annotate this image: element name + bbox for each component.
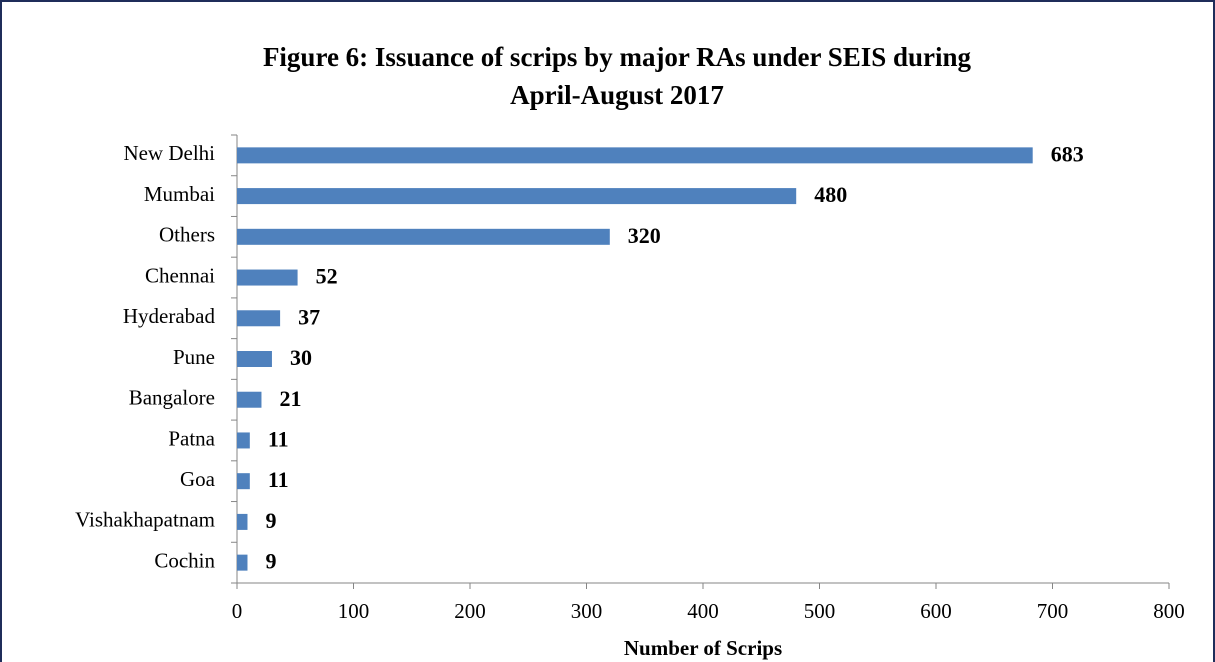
y-tick-label: Bangalore [129, 386, 215, 410]
bar [237, 391, 262, 408]
x-tick-label: 700 [1037, 599, 1069, 623]
value-label: 11 [268, 427, 289, 452]
value-label: 11 [268, 467, 289, 492]
value-label: 30 [290, 345, 312, 370]
bar [237, 228, 610, 245]
bar [237, 473, 250, 490]
y-tick-label: Pune [173, 345, 215, 369]
y-tick-label: Goa [180, 467, 216, 491]
x-tick-label: 100 [338, 599, 370, 623]
x-tick-label: 600 [920, 599, 952, 623]
value-label: 21 [279, 386, 301, 411]
chart-title: Figure 6: Issuance of scrips by major RA… [262, 42, 972, 110]
x-tick-label: 0 [232, 599, 243, 623]
x-tick-label: 300 [571, 599, 603, 623]
value-label: 52 [316, 264, 338, 289]
bar [237, 269, 298, 286]
bar [237, 310, 281, 327]
bar [237, 554, 248, 571]
x-axis-label: Number of Scrips [624, 636, 782, 660]
y-tick-label: Cochin [154, 548, 215, 572]
value-label: 683 [1051, 141, 1084, 166]
value-label: 9 [265, 549, 276, 574]
bar [237, 147, 1033, 164]
x-tick-label: 200 [454, 599, 486, 623]
value-label: 480 [814, 182, 847, 207]
value-label: 320 [628, 223, 661, 248]
y-tick-label: Patna [168, 426, 215, 450]
value-label: 9 [265, 508, 276, 533]
y-tick-label: Vishakhapatnam [75, 508, 215, 532]
y-tick-label: New Delhi [123, 141, 215, 165]
bar [237, 513, 248, 530]
y-tick-label: Others [159, 223, 215, 247]
bar [237, 432, 250, 449]
x-tick-label: 500 [804, 599, 836, 623]
x-tick-label: 400 [687, 599, 719, 623]
x-tick-label: 800 [1153, 599, 1185, 623]
y-tick-label: Hyderabad [123, 304, 216, 328]
bar [237, 351, 272, 367]
value-label: 37 [298, 304, 320, 329]
bar [237, 188, 797, 205]
y-tick-label: Mumbai [144, 182, 215, 206]
y-tick-label: Chennai [145, 263, 215, 287]
